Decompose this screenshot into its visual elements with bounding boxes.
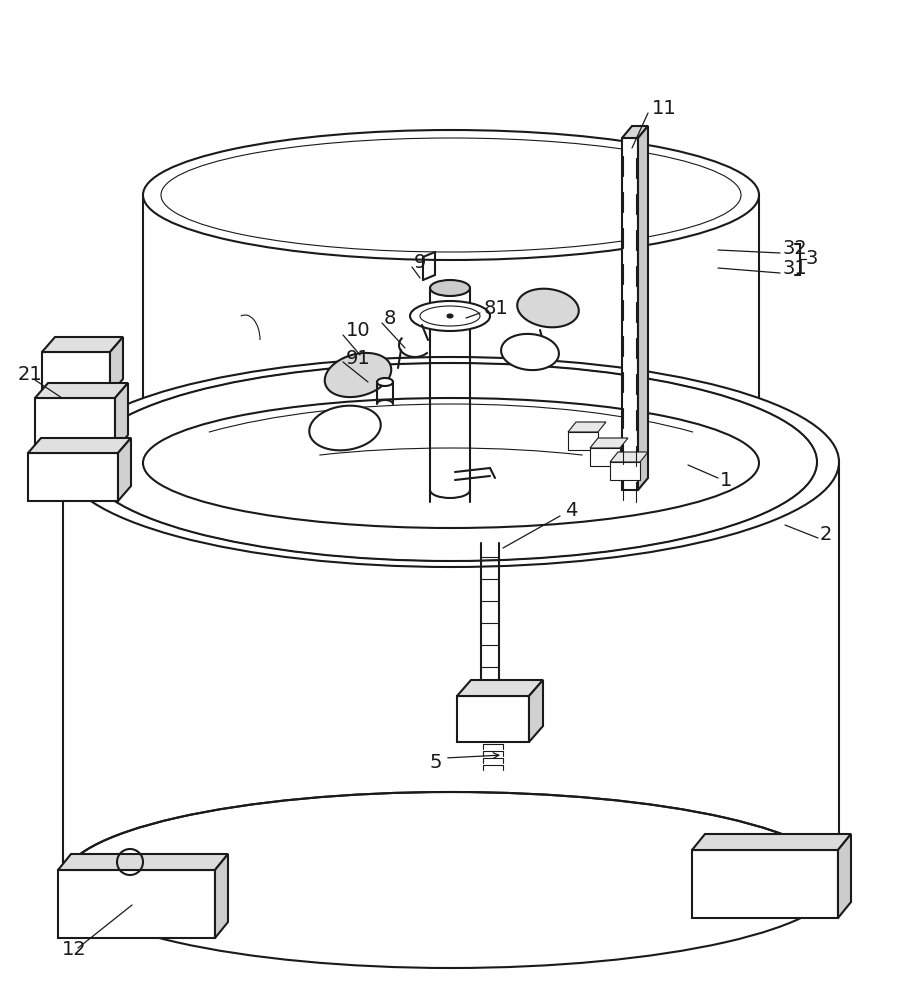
Text: 91: 91 xyxy=(345,349,371,367)
Polygon shape xyxy=(621,138,638,490)
Text: 1: 1 xyxy=(719,471,732,489)
Polygon shape xyxy=(589,448,620,466)
Text: 8: 8 xyxy=(383,308,396,328)
Text: 81: 81 xyxy=(483,298,508,318)
Text: 2: 2 xyxy=(819,526,832,544)
Text: 9: 9 xyxy=(413,252,426,271)
Polygon shape xyxy=(58,870,215,938)
Polygon shape xyxy=(691,850,837,918)
Polygon shape xyxy=(35,398,115,450)
Polygon shape xyxy=(567,432,597,450)
Polygon shape xyxy=(110,337,123,394)
Polygon shape xyxy=(621,126,648,138)
Text: 4: 4 xyxy=(565,500,576,520)
Ellipse shape xyxy=(63,792,838,968)
Ellipse shape xyxy=(429,280,469,296)
Polygon shape xyxy=(691,834,850,850)
Polygon shape xyxy=(610,462,640,480)
Text: 5: 5 xyxy=(429,752,442,772)
Ellipse shape xyxy=(410,301,490,331)
Polygon shape xyxy=(837,834,850,918)
Ellipse shape xyxy=(143,398,759,528)
Polygon shape xyxy=(58,854,227,870)
Polygon shape xyxy=(325,353,391,397)
Polygon shape xyxy=(517,289,578,327)
Text: 31: 31 xyxy=(782,258,807,277)
Text: 12: 12 xyxy=(62,940,87,959)
Polygon shape xyxy=(42,337,123,352)
Polygon shape xyxy=(610,452,648,462)
Polygon shape xyxy=(456,696,529,742)
Polygon shape xyxy=(589,438,627,448)
Polygon shape xyxy=(638,126,648,490)
Ellipse shape xyxy=(63,357,838,567)
Text: 11: 11 xyxy=(651,99,676,118)
Polygon shape xyxy=(35,383,128,398)
Polygon shape xyxy=(501,334,558,370)
Ellipse shape xyxy=(143,130,759,260)
Polygon shape xyxy=(215,854,227,938)
Polygon shape xyxy=(456,680,542,696)
Polygon shape xyxy=(529,680,542,742)
Polygon shape xyxy=(42,352,110,394)
Polygon shape xyxy=(28,438,131,453)
Text: 3: 3 xyxy=(805,248,817,267)
Text: 32: 32 xyxy=(782,238,807,257)
Polygon shape xyxy=(28,453,118,501)
Text: 21: 21 xyxy=(18,365,42,384)
Polygon shape xyxy=(118,438,131,501)
Ellipse shape xyxy=(376,378,392,386)
Polygon shape xyxy=(115,383,128,450)
Ellipse shape xyxy=(446,314,453,318)
Polygon shape xyxy=(308,406,381,450)
Polygon shape xyxy=(567,422,605,432)
Text: 10: 10 xyxy=(345,320,370,340)
